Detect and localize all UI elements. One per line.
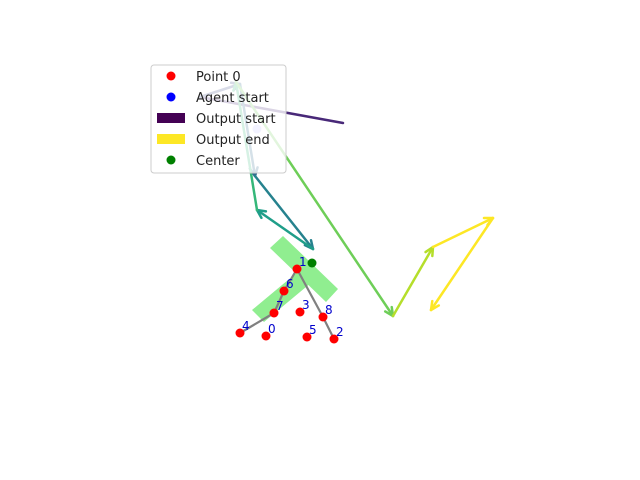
legend-center-label: Center <box>196 154 240 169</box>
keypoint-labels: 0 1 2 3 4 5 67 8 <box>242 255 344 339</box>
legend-point0-marker <box>166 71 176 81</box>
legend-center-marker <box>166 155 176 165</box>
keypoint-label-3: 3 <box>302 298 310 312</box>
keypoint-label-8: 8 <box>325 303 333 317</box>
legend-box <box>150 64 287 174</box>
path-segment-7 <box>391 245 435 318</box>
legend-agent-start-label: Agent start <box>196 91 269 106</box>
keypoint-label-2: 2 <box>336 325 344 339</box>
center-marker <box>307 258 317 268</box>
legend-output-end-label: Output end <box>196 133 270 148</box>
path-segment-line <box>429 216 495 312</box>
keypoint-label-6: 6 <box>286 277 294 291</box>
path-segment-line <box>431 216 495 249</box>
path-arrowhead <box>429 299 441 312</box>
keypoint-label-1: 1 <box>299 255 307 269</box>
body-mask-upper <box>270 236 338 302</box>
keypoint-2 <box>329 334 339 344</box>
skeleton-edge-3 <box>296 268 324 318</box>
keypoint-1 <box>292 264 302 274</box>
keypoint-7 <box>269 308 279 318</box>
path-segment-line <box>255 208 315 251</box>
legend-point0-label: Point 0 <box>196 70 241 85</box>
keypoint-label-7: 7 <box>276 299 284 313</box>
legend: Point 0 Agent start Output start Output … <box>150 64 287 174</box>
path-segment-line <box>391 245 435 318</box>
path-segment-line <box>253 174 315 251</box>
skeleton-edge-0 <box>239 312 275 334</box>
keypoint-4 <box>235 328 245 338</box>
keypoint-3 <box>295 307 305 317</box>
keypoint-label-0: 0 <box>268 322 276 336</box>
legend-agent-start-marker <box>166 92 176 102</box>
legend-output-start-marker <box>157 113 185 123</box>
keypoint-label-4: 4 <box>242 319 250 333</box>
keypoint-label-5: 5 <box>309 323 317 337</box>
keypoint-0 <box>261 331 271 341</box>
keypoint-5 <box>302 332 312 342</box>
keypoint-8 <box>318 312 328 322</box>
path-segment-9 <box>429 216 495 312</box>
keypoint-6 <box>279 286 289 296</box>
legend-output-start-label: Output start <box>196 112 276 127</box>
keypoints <box>235 264 339 344</box>
legend-output-end-marker <box>157 134 185 144</box>
